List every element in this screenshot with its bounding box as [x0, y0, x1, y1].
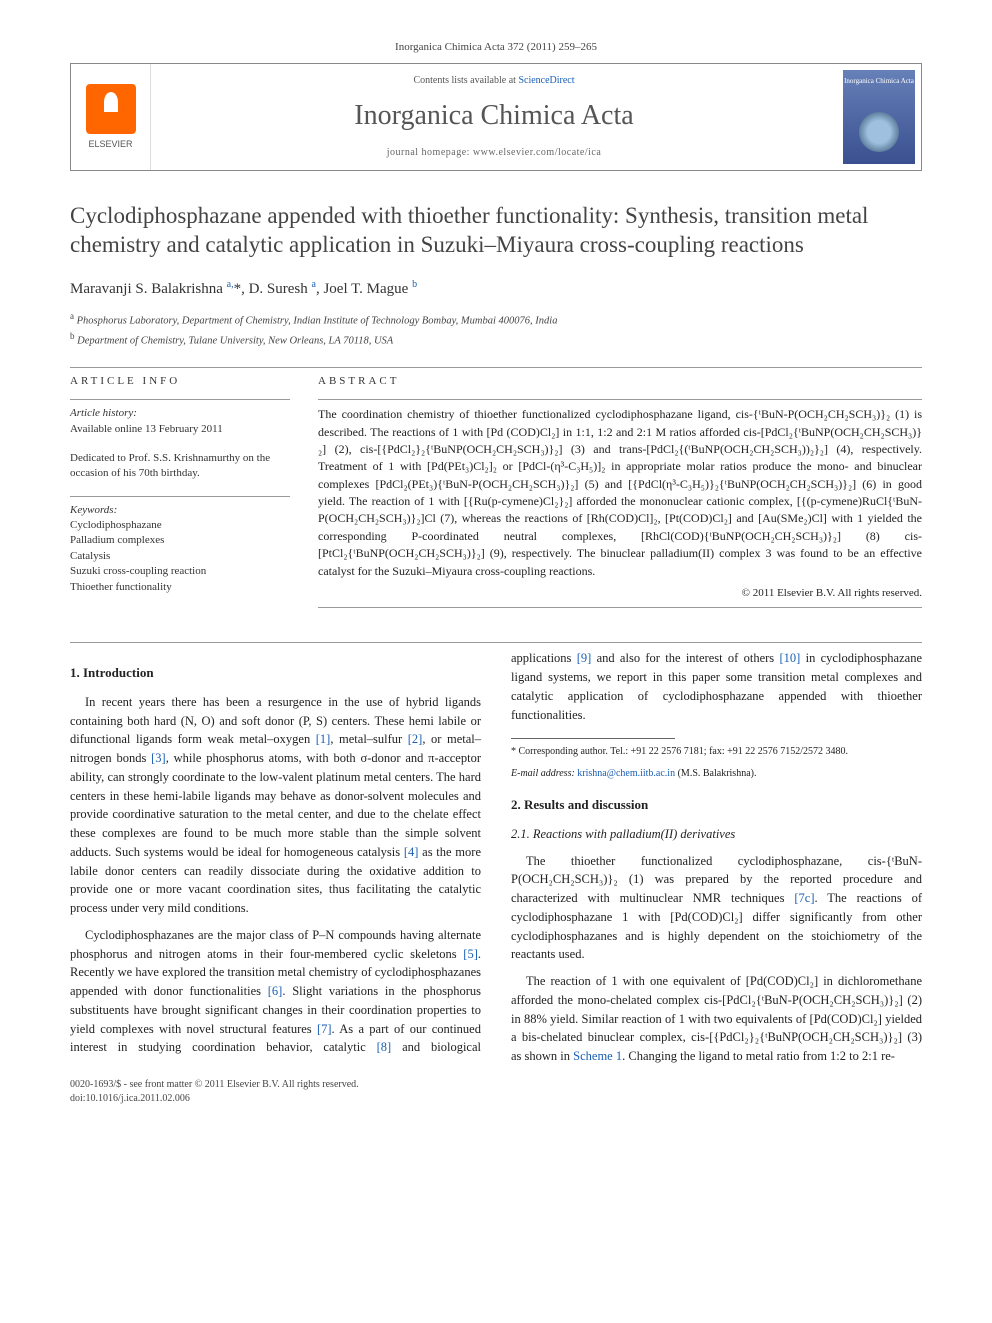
elsevier-tree-icon [86, 84, 136, 134]
divider [318, 607, 922, 608]
contents-available-line: Contents lists available at ScienceDirec… [171, 74, 817, 88]
keywords-block: Keywords: CyclodiphosphazanePalladium co… [70, 503, 290, 595]
results-paragraph-2: The reaction of 1 with one equivalent of… [511, 972, 922, 1066]
author-list: Maravanji S. Balakrishna a,*, D. Suresh … [70, 278, 922, 300]
journal-cover-thumbnail: Inorganica Chimica Acta [843, 70, 915, 163]
footer-left: 0020-1693/$ - see front matter © 2011 El… [70, 1078, 359, 1106]
email-label: E-mail address: [511, 768, 577, 779]
dedication: Dedicated to Prof. S.S. Krishnamurthy on… [70, 451, 290, 482]
article-title: Cyclodiphosphazane appended with thioeth… [70, 201, 922, 261]
homepage-url[interactable]: www.elsevier.com/locate/ica [473, 147, 601, 158]
divider [70, 642, 922, 643]
intro-paragraph-1: In recent years there has been a resurge… [70, 693, 481, 918]
sciencedirect-link[interactable]: ScienceDirect [518, 75, 574, 86]
keywords-header: Keywords: [70, 503, 290, 518]
section-1-heading: 1. Introduction [70, 663, 481, 683]
email-footnote: E-mail address: krishna@chem.iitb.ac.in … [511, 767, 922, 781]
article-history: Article history: Available online 13 Feb… [70, 406, 290, 437]
divider [318, 399, 922, 400]
cover-thumb-title: Inorganica Chimica Acta [844, 78, 914, 86]
contents-prefix: Contents lists available at [413, 75, 518, 86]
abstract-label: ABSTRACT [318, 374, 922, 389]
keywords-list: CyclodiphosphazanePalladium complexesCat… [70, 518, 290, 595]
affiliations: a Phosphorus Laboratory, Department of C… [70, 310, 922, 348]
divider [70, 496, 290, 497]
divider [70, 367, 922, 368]
footer-doi: doi:10.1016/j.ica.2011.02.006 [70, 1092, 359, 1106]
history-header: Article history: [70, 406, 290, 421]
header-center: Contents lists available at ScienceDirec… [151, 64, 837, 169]
publisher-label: ELSEVIER [88, 138, 132, 151]
footer-copyright: 0020-1693/$ - see front matter © 2011 El… [70, 1078, 359, 1092]
body-two-column: 1. Introduction In recent years there ha… [70, 649, 922, 1066]
abstract-text: The coordination chemistry of thioether … [318, 406, 922, 580]
footnote-separator [511, 738, 675, 739]
journal-header: ELSEVIER Contents lists available at Sci… [70, 63, 922, 170]
results-paragraph-1: The thioether functionalized cyclodiphos… [511, 852, 922, 965]
divider [70, 399, 290, 400]
page-footer: 0020-1693/$ - see front matter © 2011 El… [70, 1078, 922, 1106]
publisher-logo-block: ELSEVIER [71, 64, 151, 169]
section-2-heading: 2. Results and discussion [511, 795, 922, 815]
homepage-label: journal homepage: [387, 147, 473, 158]
abstract-copyright: © 2011 Elsevier B.V. All rights reserved… [318, 586, 922, 601]
history-line: Available online 13 February 2011 [70, 422, 290, 437]
email-link[interactable]: krishna@chem.iitb.ac.in [577, 768, 675, 779]
homepage-line: journal homepage: www.elsevier.com/locat… [171, 146, 817, 160]
corresponding-author-footnote: * Corresponding author. Tel.: +91 22 257… [511, 745, 922, 759]
article-info-label: ARTICLE INFO [70, 374, 290, 389]
journal-name: Inorganica Chimica Acta [171, 96, 817, 135]
affiliation-b: b Department of Chemistry, Tulane Univer… [70, 330, 922, 349]
affiliation-a: a Phosphorus Laboratory, Department of C… [70, 310, 922, 329]
email-person: (M.S. Balakrishna). [675, 768, 756, 779]
article-info-column: ARTICLE INFO Article history: Available … [70, 374, 290, 615]
abstract-column: ABSTRACT The coordination chemistry of t… [318, 374, 922, 615]
journal-reference: Inorganica Chimica Acta 372 (2011) 259–2… [70, 40, 922, 55]
section-2-1-heading: 2.1. Reactions with palladium(II) deriva… [511, 825, 922, 844]
